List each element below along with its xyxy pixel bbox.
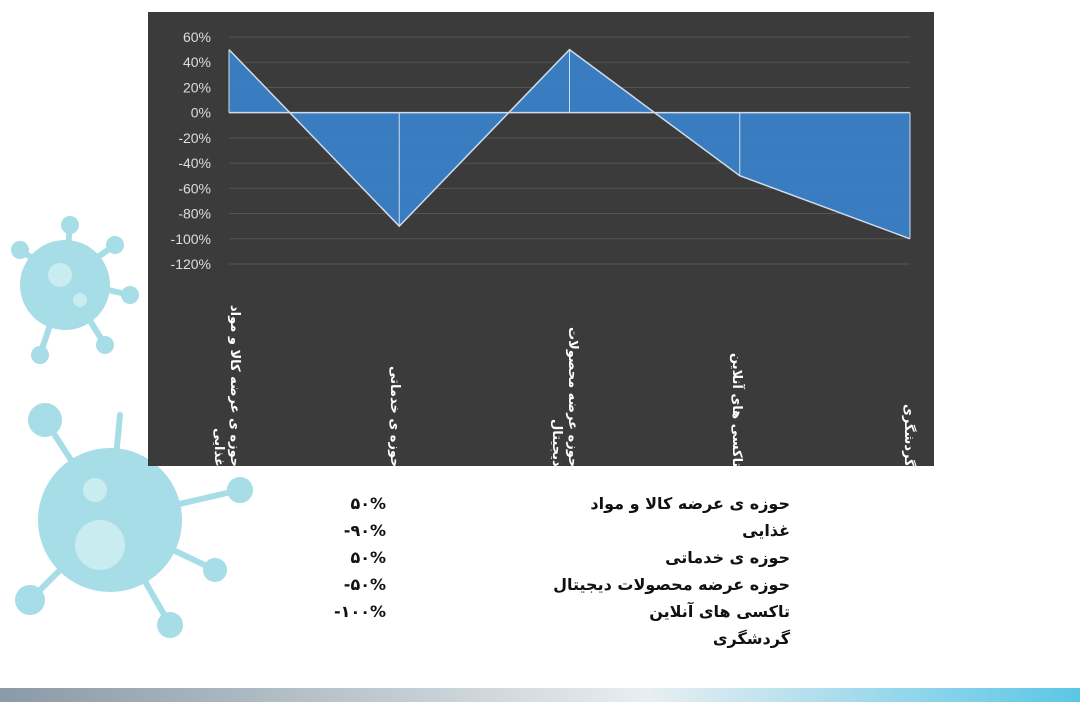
labels-list: حوزه ی عرضه کالا و مواد غذایی حوزه ی خدم… bbox=[540, 490, 790, 652]
value-item: -۱۰۰% bbox=[334, 602, 386, 621]
label-item: تاکسی های آنلاین bbox=[649, 602, 790, 621]
value-item: ۵۰% bbox=[350, 494, 386, 513]
y-tick-label: 60% bbox=[183, 29, 211, 45]
value-item: -۵۰% bbox=[343, 575, 386, 594]
y-tick-label: -100% bbox=[171, 231, 211, 247]
category-label: حوزه عرضه محصولات دیجیتال bbox=[549, 326, 580, 467]
y-tick-label: -60% bbox=[178, 180, 211, 196]
area-chart: 60% 40% 20% 0% -20% -40% -60% -80% -100% -120% حو… bbox=[148, 12, 934, 468]
category-label: تاکسی های آنلاین bbox=[729, 352, 744, 467]
y-tick-label: 40% bbox=[183, 54, 211, 70]
virus-decoration bbox=[11, 216, 253, 638]
y-tick-label: -20% bbox=[178, 130, 211, 146]
category-label: حوزه ی خدماتی bbox=[387, 365, 402, 468]
value-item: ۵۰% bbox=[350, 548, 386, 567]
values-list: ۵۰% -۹۰% ۵۰% -۵۰% -۱۰۰% bbox=[320, 490, 386, 625]
label-item: حوزه ی خدماتی bbox=[665, 548, 790, 567]
category-label: گردشگری bbox=[901, 404, 916, 467]
footer-bar bbox=[0, 688, 1080, 702]
label-item: گردشگری bbox=[712, 629, 790, 648]
value-item: -۹۰% bbox=[343, 521, 386, 540]
y-tick-label: -120% bbox=[171, 256, 211, 272]
label-item: حوزه ی عرضه کالا و مواد غذایی bbox=[590, 494, 790, 540]
y-tick-label: -40% bbox=[178, 155, 211, 171]
chart-plot: 60% 40% 20% 0% -20% -40% -60% -80% -100% -120% bbox=[171, 29, 911, 272]
label-item: حوزه عرضه محصولات دیجیتال bbox=[553, 575, 790, 594]
category-label: حوزه ی عرضه کالا و مواد غذایی bbox=[211, 304, 242, 467]
series-line bbox=[228, 48, 911, 240]
y-tick-label: 20% bbox=[183, 79, 211, 95]
y-tick-label: -80% bbox=[178, 206, 211, 222]
y-tick-label: 0% bbox=[191, 105, 211, 121]
